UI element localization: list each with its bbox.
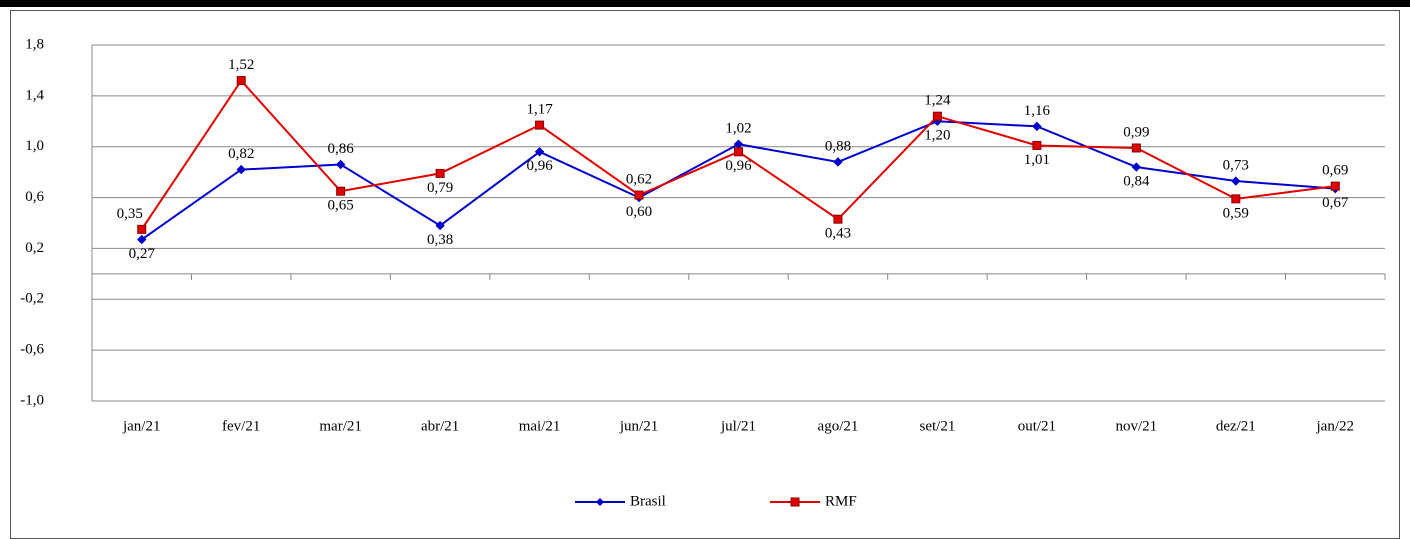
data-label: 0,82 — [228, 146, 254, 162]
chart-frame — [10, 10, 1400, 539]
data-label: 0,59 — [1223, 205, 1249, 221]
x-tick-label: ago/21 — [818, 418, 859, 434]
point-marker — [534, 147, 545, 157]
point-marker — [1131, 162, 1142, 172]
legend-label: RMF — [825, 493, 857, 509]
data-label: 0,67 — [1322, 195, 1349, 211]
point-marker — [435, 220, 445, 231]
data-label: 1,16 — [1024, 103, 1051, 119]
point-marker — [236, 76, 246, 86]
point-marker — [833, 157, 843, 167]
point-marker — [336, 186, 346, 196]
point-marker — [1231, 176, 1241, 186]
point-marker — [137, 224, 147, 234]
point-marker — [1330, 181, 1340, 191]
x-tick-label: nov/21 — [1116, 418, 1158, 434]
data-label: 0,73 — [1223, 157, 1249, 173]
x-tick-label: set/21 — [920, 418, 956, 434]
data-label: 1,24 — [924, 93, 951, 109]
point-marker — [1032, 121, 1042, 132]
data-label: 0,96 — [526, 158, 553, 174]
data-label: 0,96 — [725, 158, 752, 174]
data-label: 0,99 — [1123, 124, 1149, 140]
y-tick-label: 0,6 — [25, 189, 44, 205]
data-label: 0,62 — [626, 171, 652, 187]
legend-marker — [596, 498, 604, 506]
data-label: 1,17 — [526, 102, 553, 118]
data-label: 0,84 — [1123, 173, 1150, 189]
point-marker — [634, 190, 644, 200]
x-tick-label: jul/21 — [720, 418, 756, 434]
x-tick-label: mai/21 — [519, 418, 561, 434]
data-label: 1,52 — [228, 57, 254, 73]
data-label: 0,79 — [427, 180, 453, 196]
data-label: 0,65 — [328, 198, 354, 214]
y-tick-label: -1,0 — [20, 392, 44, 408]
point-marker — [1032, 140, 1042, 150]
point-marker — [932, 111, 942, 121]
y-tick-label: 1,4 — [25, 87, 44, 103]
x-tick-label: jun/21 — [619, 418, 658, 434]
legend-label: Brasil — [630, 493, 666, 509]
point-marker — [1231, 194, 1241, 204]
y-tick-label: -0,6 — [20, 342, 44, 358]
data-label: 0,43 — [825, 226, 851, 242]
x-tick-label: fev/21 — [222, 418, 260, 434]
top-bar — [0, 0, 1410, 7]
point-marker — [734, 147, 743, 157]
y-tick-label: 0,2 — [25, 240, 44, 256]
data-label: 0,86 — [328, 141, 355, 157]
x-tick-label: jan/22 — [1316, 418, 1355, 434]
data-label: 0,60 — [626, 204, 652, 220]
data-label: 0,35 — [117, 206, 143, 222]
point-marker — [1131, 143, 1141, 153]
x-tick-label: out/21 — [1018, 418, 1056, 434]
data-label: 1,02 — [725, 121, 751, 137]
data-label: 0,38 — [427, 232, 453, 248]
x-tick-label: abr/21 — [421, 418, 459, 434]
data-label: 1,01 — [1024, 152, 1050, 168]
y-tick-label: 1,8 — [25, 36, 44, 52]
y-tick-label: -0,2 — [20, 291, 44, 307]
y-tick-label: 1,0 — [25, 138, 44, 154]
point-marker — [435, 168, 445, 178]
legend-marker — [790, 497, 800, 507]
point-marker — [335, 159, 346, 170]
data-label: 1,20 — [924, 128, 950, 144]
x-tick-label: jan/21 — [122, 418, 161, 434]
x-tick-label: mar/21 — [319, 418, 362, 434]
data-label: 0,69 — [1322, 163, 1348, 179]
x-tick-label: dez/21 — [1216, 418, 1256, 434]
data-label: 0,88 — [825, 138, 851, 154]
point-marker — [833, 214, 843, 224]
point-marker — [535, 120, 545, 130]
point-marker — [236, 164, 246, 175]
data-label: 0,27 — [129, 246, 156, 262]
point-marker — [137, 234, 147, 245]
